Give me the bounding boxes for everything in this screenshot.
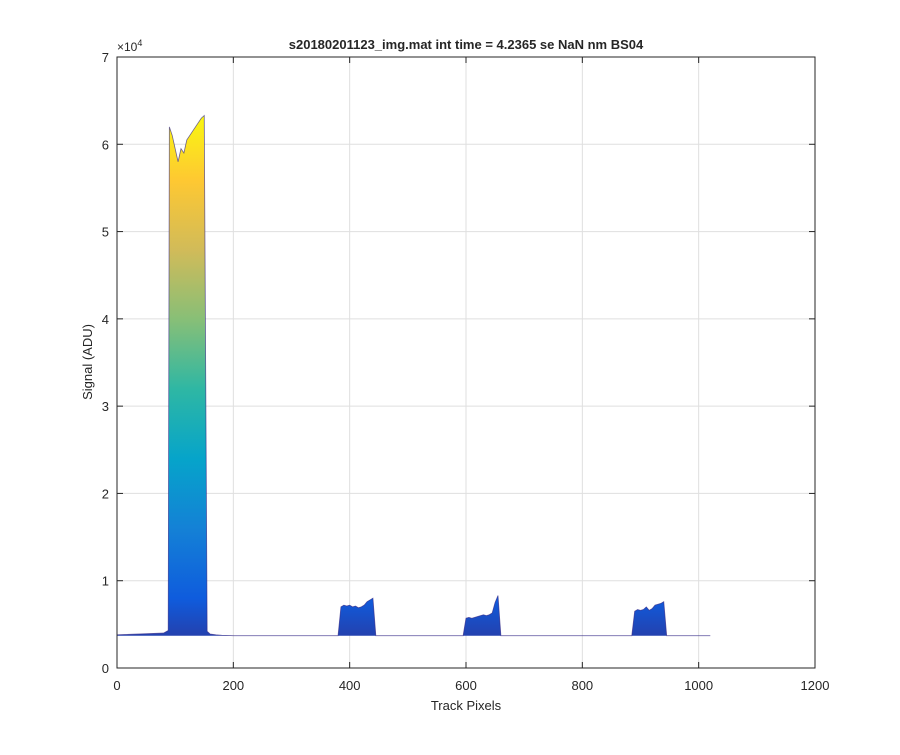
y-tick-label: 2 <box>102 486 109 501</box>
x-tick-label: 1000 <box>684 678 713 693</box>
x-axis-label: Track Pixels <box>431 698 502 713</box>
y-tick-label: 1 <box>102 574 109 589</box>
x-tick-label: 800 <box>571 678 593 693</box>
ticks: 0 200 400 600 800 1000 1200 0 1 2 3 4 5 6 7 <box>102 50 830 693</box>
x-tick-label: 400 <box>339 678 361 693</box>
x-tick-label: 1200 <box>801 678 830 693</box>
series-fill <box>117 115 711 636</box>
y-exponent-base: ×10 <box>117 40 138 54</box>
chart-title: s20180201123_img.mat int time = 4.2365 s… <box>289 37 644 52</box>
y-exponent-power: 4 <box>137 38 142 48</box>
x-tick-label: 0 <box>113 678 120 693</box>
grid <box>117 57 815 668</box>
y-tick-label: 5 <box>102 225 109 240</box>
y-tick-label: 6 <box>102 137 109 152</box>
y-tick-label: 7 <box>102 50 109 65</box>
y-tick-label: 0 <box>102 661 109 676</box>
y-tick-label: 3 <box>102 399 109 414</box>
series-line <box>116 114 711 637</box>
x-tick-label: 600 <box>455 678 477 693</box>
y-tick-label: 4 <box>102 312 109 327</box>
y-axis-label: Signal (ADU) <box>80 324 95 400</box>
y-exponent-label: ×104 <box>117 38 142 54</box>
series-area <box>116 114 711 637</box>
x-tick-label: 200 <box>222 678 244 693</box>
